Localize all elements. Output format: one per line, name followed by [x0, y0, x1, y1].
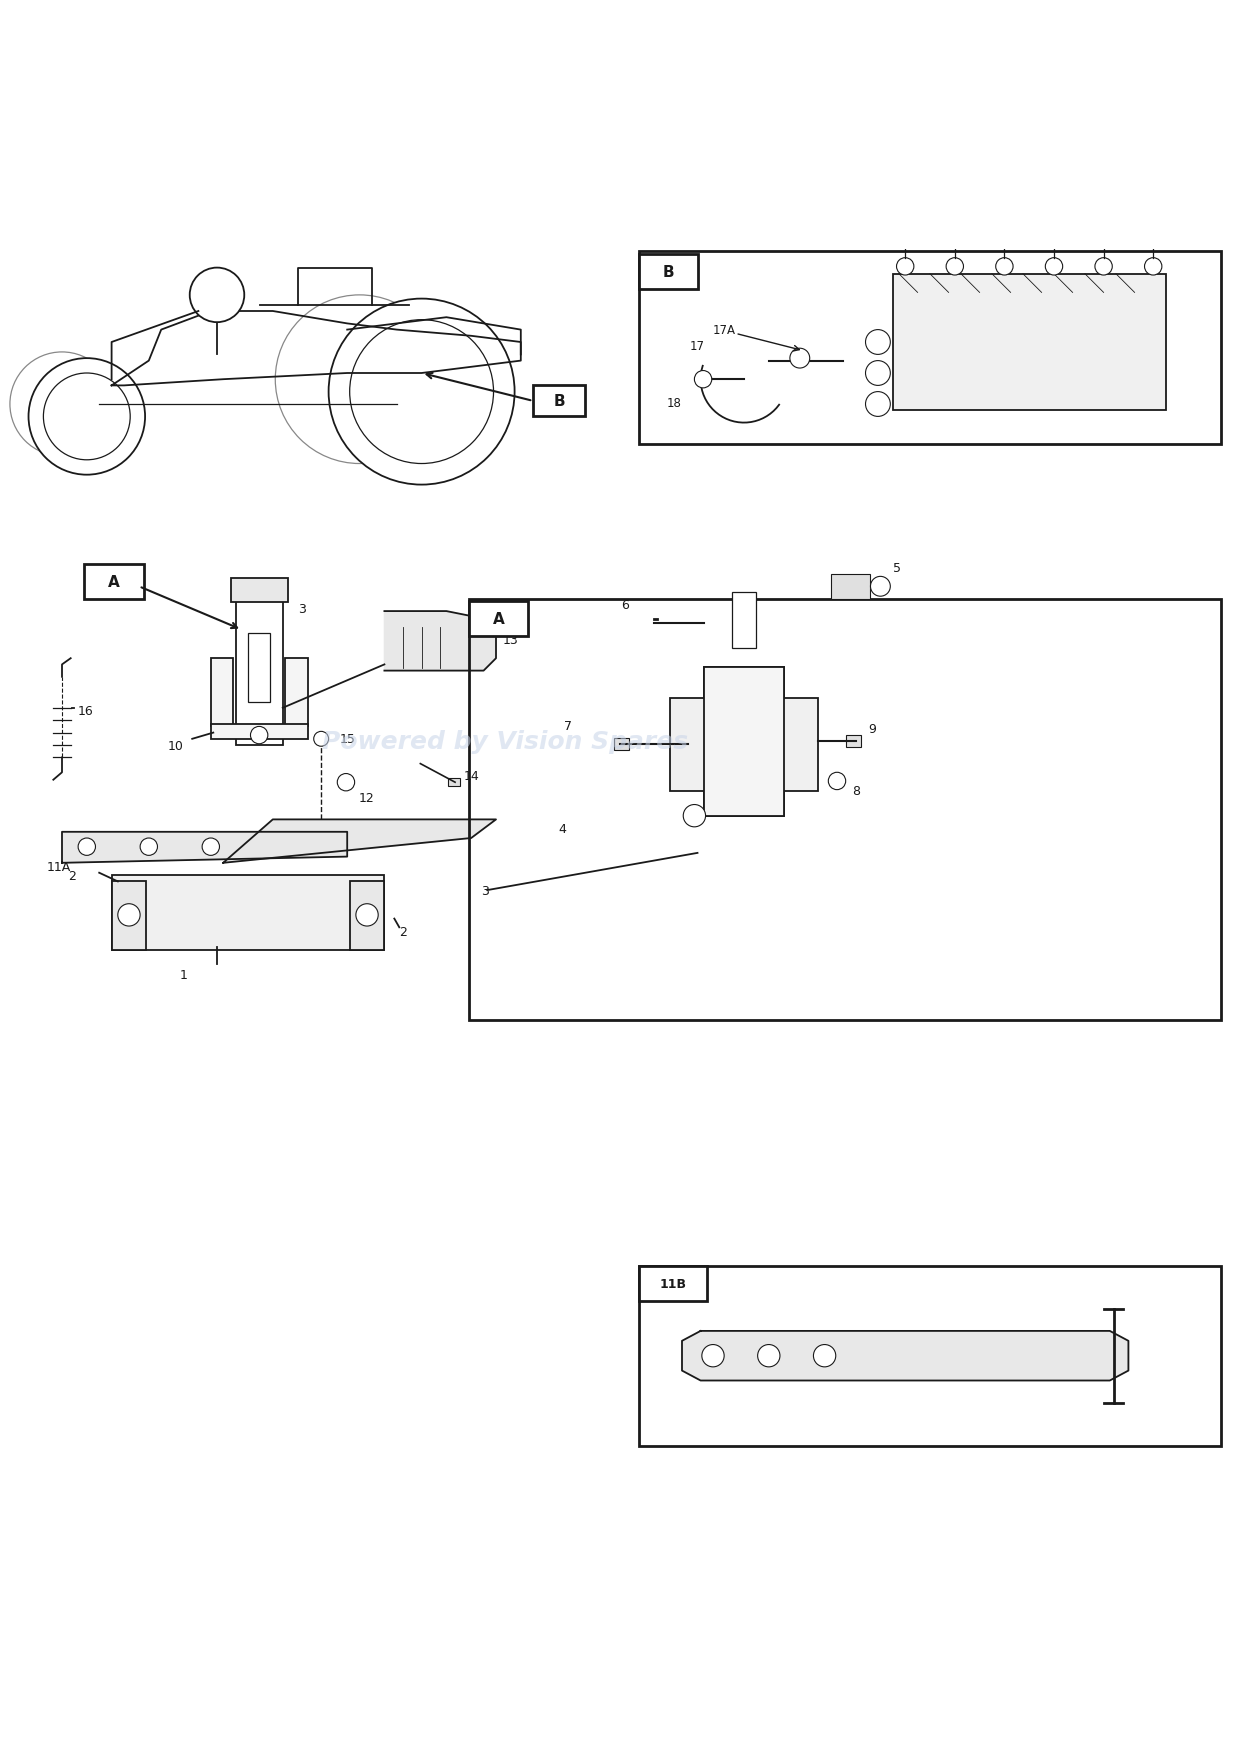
Text: B: B [662, 264, 675, 280]
Bar [533, 386, 585, 417]
Text: 2: 2 [399, 925, 407, 937]
Circle shape [190, 268, 244, 323]
Circle shape [790, 350, 810, 369]
Circle shape [1045, 259, 1063, 277]
Circle shape [29, 358, 145, 475]
Bar [285, 659, 308, 727]
Polygon shape [223, 819, 496, 863]
Text: 12: 12 [358, 791, 374, 803]
Bar [704, 668, 785, 816]
Bar [469, 602, 528, 636]
Circle shape [140, 838, 157, 856]
Bar [725, 788, 763, 810]
Bar [112, 876, 384, 949]
Circle shape [866, 393, 890, 417]
Circle shape [202, 838, 219, 856]
Text: 16: 16 [78, 704, 94, 718]
Bar [704, 668, 785, 816]
Circle shape [866, 330, 890, 355]
Bar [893, 275, 1166, 410]
Text: 6: 6 [621, 598, 630, 612]
Polygon shape [384, 612, 496, 671]
Circle shape [10, 353, 114, 457]
Bar [248, 635, 270, 703]
Text: 13: 13 [502, 633, 518, 647]
Text: 7: 7 [564, 720, 572, 732]
Bar [639, 1266, 707, 1301]
Circle shape [1145, 259, 1162, 277]
Text: 2: 2 [68, 870, 76, 882]
Circle shape [946, 259, 963, 277]
Circle shape [694, 372, 712, 388]
Circle shape [866, 362, 890, 386]
Bar [729, 711, 759, 786]
Text: 5: 5 [893, 562, 900, 576]
Bar [231, 579, 288, 603]
Circle shape [329, 299, 515, 485]
Circle shape [250, 727, 268, 744]
Circle shape [43, 374, 130, 461]
Polygon shape [62, 833, 347, 863]
Text: 4: 4 [558, 823, 565, 835]
Bar [732, 593, 756, 649]
Bar [211, 659, 233, 727]
Bar [112, 882, 146, 949]
Bar [614, 737, 629, 751]
Circle shape [275, 296, 444, 464]
Bar [469, 600, 1221, 1021]
Circle shape [337, 774, 355, 791]
Text: 3: 3 [298, 603, 305, 616]
Text: 10: 10 [167, 739, 184, 751]
Circle shape [897, 259, 914, 277]
Text: Powered by Vision Spares: Powered by Vision Spares [322, 730, 688, 753]
Text: 8: 8 [852, 784, 859, 798]
Bar [639, 252, 1221, 445]
Circle shape [758, 1344, 780, 1367]
Text: A: A [492, 612, 505, 626]
Circle shape [118, 904, 140, 927]
Circle shape [870, 577, 890, 596]
Circle shape [996, 259, 1013, 277]
Bar [84, 565, 144, 600]
Bar [719, 720, 769, 769]
Circle shape [314, 732, 329, 746]
Circle shape [828, 772, 846, 790]
Text: 15: 15 [340, 732, 356, 746]
Text: 1: 1 [180, 969, 187, 981]
Text: 11B: 11B [660, 1276, 686, 1290]
Text: 9: 9 [868, 723, 875, 736]
Circle shape [78, 838, 95, 856]
Bar [236, 596, 283, 746]
Text: A: A [108, 574, 120, 590]
Polygon shape [682, 1330, 1128, 1381]
Text: B: B [553, 395, 565, 409]
Bar [639, 256, 698, 289]
Text: 11A: 11A [47, 861, 72, 873]
Bar [846, 736, 861, 748]
Text: 18: 18 [667, 396, 682, 410]
Text: 14: 14 [464, 770, 480, 783]
Circle shape [683, 805, 706, 828]
Bar [670, 699, 818, 791]
Bar [639, 1266, 1221, 1445]
Circle shape [702, 1344, 724, 1367]
Circle shape [1095, 259, 1112, 277]
Text: 3: 3 [481, 883, 489, 897]
Text: 17A: 17A [713, 323, 737, 337]
Bar [211, 725, 308, 739]
Bar [350, 882, 384, 949]
Circle shape [350, 320, 494, 464]
Bar [831, 574, 870, 600]
Circle shape [813, 1344, 836, 1367]
Bar [448, 779, 460, 786]
Circle shape [356, 904, 378, 927]
Text: 17: 17 [689, 341, 704, 353]
